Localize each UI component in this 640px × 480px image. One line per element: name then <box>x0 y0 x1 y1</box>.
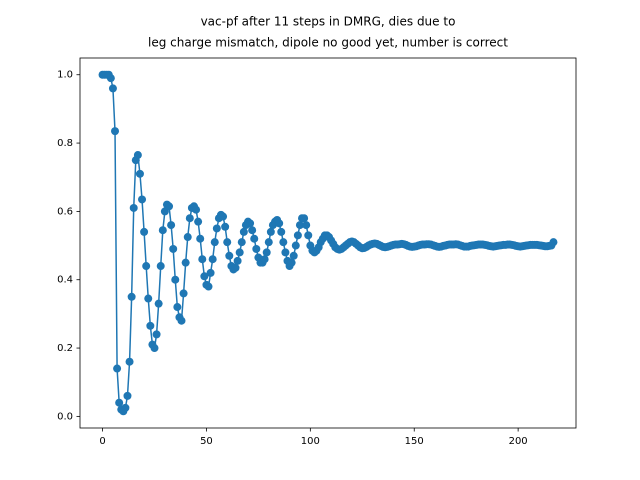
data-point <box>133 151 142 160</box>
data-point <box>152 330 161 339</box>
data-point <box>169 244 178 253</box>
data-point <box>165 202 174 211</box>
data-point <box>233 256 242 265</box>
data-point <box>156 262 165 271</box>
data-point <box>235 248 244 257</box>
data-point <box>250 234 259 243</box>
data-point <box>237 238 246 247</box>
chart-title: leg charge mismatch, dipole no good yet,… <box>148 36 508 50</box>
data-point <box>204 282 213 291</box>
data-point <box>194 217 203 226</box>
data-point <box>138 195 147 204</box>
data-point <box>279 238 288 247</box>
data-point <box>210 238 219 247</box>
data-point <box>129 203 138 212</box>
data-point <box>142 262 151 271</box>
data-point <box>154 299 163 308</box>
data-point <box>140 227 149 236</box>
data-point <box>239 227 248 236</box>
data-point <box>179 289 188 298</box>
data-point <box>200 272 209 281</box>
data-point <box>248 226 257 235</box>
data-point <box>123 391 132 400</box>
data-point <box>212 224 221 233</box>
data-point <box>125 357 134 366</box>
data-point <box>146 321 155 330</box>
data-point <box>221 222 230 231</box>
data-point <box>106 74 115 83</box>
data-point <box>181 258 190 267</box>
data-point <box>262 248 271 257</box>
data-point <box>219 212 228 221</box>
data-point <box>183 233 192 242</box>
data-point <box>150 344 159 353</box>
data-point <box>264 238 273 247</box>
data-point <box>252 244 261 253</box>
x-tick-label: 200 <box>509 436 528 447</box>
data-point <box>260 255 269 264</box>
data-point <box>223 238 232 247</box>
data-point <box>198 255 207 264</box>
x-tick-label: 150 <box>405 436 424 447</box>
data-point <box>127 292 136 301</box>
data-point <box>171 275 180 284</box>
data-point <box>108 84 117 93</box>
x-tick-label: 50 <box>200 436 213 447</box>
data-point <box>196 234 205 243</box>
data-point <box>185 214 194 223</box>
data-point <box>304 231 313 240</box>
data-point <box>121 403 130 412</box>
data-point <box>144 294 153 303</box>
data-point <box>225 251 234 260</box>
data-point <box>115 398 124 407</box>
data-point <box>549 238 558 247</box>
chart-title: vac-pf after 11 steps in DMRG, dies due … <box>201 15 456 29</box>
data-point <box>173 303 182 312</box>
data-point <box>289 251 298 260</box>
data-point <box>246 219 255 228</box>
data-point <box>300 214 309 223</box>
data-point <box>111 127 120 136</box>
data-point <box>208 255 217 264</box>
data-point <box>293 231 302 240</box>
x-tick-label: 100 <box>301 436 320 447</box>
data-point <box>231 263 240 272</box>
data-point <box>192 205 201 214</box>
data-point <box>287 258 296 267</box>
data-point <box>206 268 215 277</box>
data-point <box>266 227 275 236</box>
data-point <box>167 221 176 230</box>
data-point <box>302 221 311 230</box>
x-tick-label: 0 <box>99 436 105 447</box>
y-tick-label: 0.4 <box>57 275 73 286</box>
y-tick-label: 0.0 <box>57 411 73 422</box>
data-point <box>281 248 290 257</box>
y-tick-label: 1.0 <box>57 70 73 81</box>
data-point <box>277 227 286 236</box>
data-point <box>158 226 167 235</box>
y-tick-label: 0.2 <box>57 343 73 354</box>
plot-frame <box>79 57 577 429</box>
data-point <box>113 364 122 373</box>
y-tick-label: 0.8 <box>57 138 73 149</box>
y-tick-label: 0.6 <box>57 206 73 217</box>
data-point <box>291 241 300 250</box>
data-point <box>135 169 144 178</box>
data-point <box>275 219 284 228</box>
data-point <box>177 316 186 325</box>
data-point <box>295 221 304 230</box>
